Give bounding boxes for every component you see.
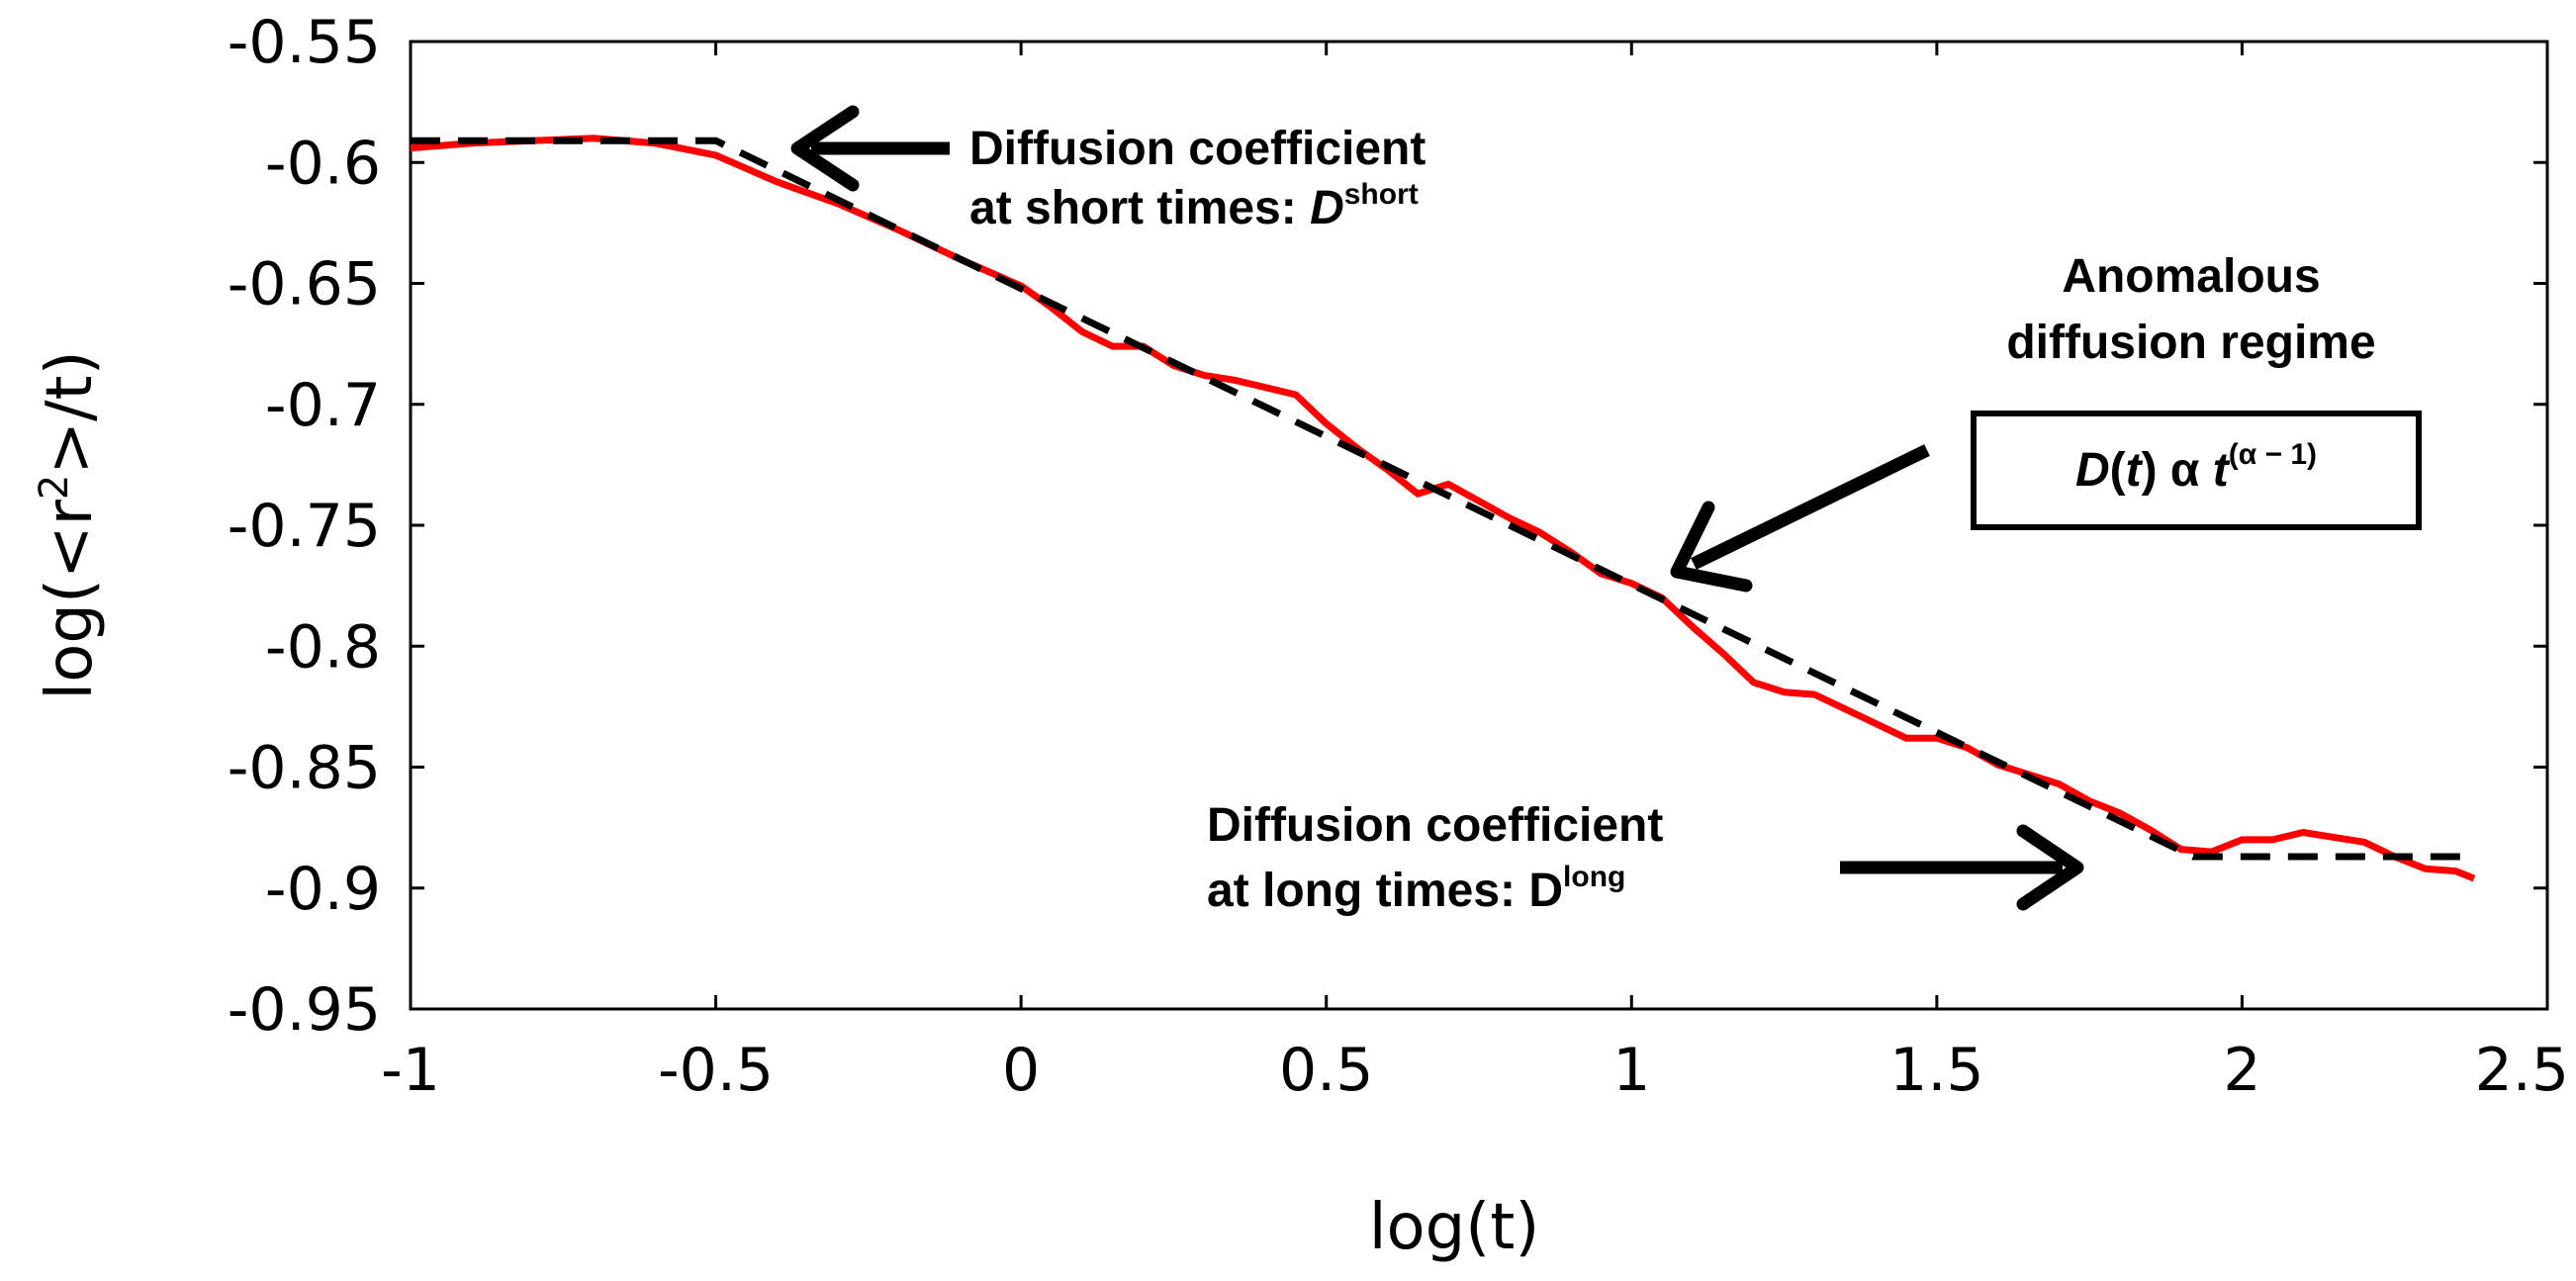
annotation-short-text: at short times: — [969, 182, 1310, 234]
x-tick-label: 0 — [1002, 1036, 1040, 1105]
formula-box — [1971, 411, 2422, 530]
annotation-short-line2: at short times: Dshort — [969, 178, 1419, 234]
y-tick-label: -0.95 — [228, 975, 381, 1045]
x-tick-label: 2.5 — [2475, 1036, 2569, 1105]
arrow-short-head — [790, 105, 860, 192]
x-tick-label: -0.5 — [658, 1036, 774, 1105]
y-tick-label: -0.65 — [228, 250, 381, 320]
y-axis-title-prefix: log(<r — [34, 499, 107, 699]
annotation-short-line1: Diffusion coefficient — [969, 123, 1426, 175]
y-tick-label: -0.9 — [265, 855, 381, 924]
y-tick-label: -0.7 — [265, 371, 381, 440]
formula-text: D(t) α t(α − 1) — [2075, 438, 2317, 497]
annotation-long-line1: Diffusion coefficient — [1207, 799, 1663, 852]
annotation-long-superscript: long — [1563, 861, 1625, 893]
arrow-anomalous-head — [1670, 501, 1753, 593]
arrow-anomalous-shaft — [1691, 444, 1930, 570]
y-axis-ticks: -0.55 -0.6 -0.65 -0.7 -0.75 -0.8 -0.85 -0.9 -0.9… — [228, 8, 2547, 1045]
annotation-anomalous: Anomalous diffusion regime D(t) α t(α − … — [1670, 250, 2422, 593]
annotation-short-symbol: D — [1310, 182, 1344, 234]
annotation-long-text: at long times: D — [1207, 865, 1563, 917]
y-tick-label: -0.6 — [265, 129, 381, 198]
formula-t: t — [2126, 444, 2144, 497]
formula-d: D — [2075, 444, 2110, 497]
y-axis-title-superscript: 2 — [32, 475, 77, 500]
x-tick-label: -1 — [381, 1036, 440, 1105]
y-tick-label: -0.55 — [228, 8, 381, 77]
x-tick-label: 0.5 — [1279, 1036, 1373, 1105]
annotation-short-times: Diffusion coefficient at short times: Ds… — [790, 105, 1426, 234]
x-axis-title: log(t) — [1369, 1191, 1540, 1264]
formula-exponent: (α − 1) — [2229, 438, 2317, 471]
annotation-anomalous-line1: Anomalous — [2062, 250, 2320, 303]
series-fit-line — [411, 137, 2474, 861]
annotation-short-superscript: short — [1344, 178, 1419, 211]
formula-rparen: ) — [2142, 444, 2158, 497]
formula-t2: t — [2213, 444, 2231, 497]
annotation-long-line2: at long times: Dlong — [1207, 861, 1625, 917]
x-tick-label: 2 — [2223, 1036, 2260, 1105]
arrow-long-head — [2016, 824, 2084, 911]
x-axis-ticks: -1 -0.5 0 0.5 1 1.5 2 2.5 — [381, 42, 2569, 1105]
annotation-long-times: Diffusion coefficient at long times: Dlo… — [1207, 799, 2084, 917]
x-tick-label: 1 — [1612, 1036, 1650, 1105]
formula-lparen: ( — [2110, 444, 2126, 497]
annotation-anomalous-line2: diffusion regime — [2006, 317, 2375, 369]
y-axis-title-suffix: >/t) — [34, 350, 107, 474]
y-tick-label: -0.85 — [228, 734, 381, 803]
x-tick-label: 1.5 — [1889, 1036, 1983, 1105]
y-tick-label: -0.8 — [265, 612, 381, 682]
y-tick-label: -0.75 — [228, 492, 381, 561]
formula-alpha: α — [2158, 444, 2213, 497]
y-axis-title: log(<r2>/t) — [32, 350, 107, 699]
